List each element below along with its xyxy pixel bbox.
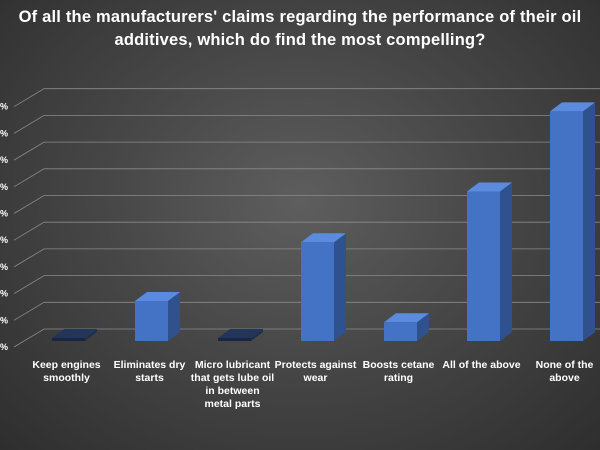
bar (135, 291, 180, 341)
x-axis-label: All of the above (442, 359, 521, 371)
y-tick-label: % (0, 128, 8, 138)
gridline (13, 115, 600, 134)
gridline (13, 168, 600, 188)
gridline (13, 275, 600, 294)
bar (218, 329, 263, 341)
y-tick-label: % (0, 102, 8, 112)
gridline (13, 221, 600, 241)
y-tick-label: % (0, 182, 8, 192)
gridline (13, 248, 600, 268)
x-axis-label: Protects against wear (274, 359, 357, 384)
bars (52, 102, 595, 341)
y-axis-ticks: %%%%%%%%%% (0, 102, 8, 352)
x-axis-label: Eliminates dry starts (113, 359, 186, 384)
gridline (13, 301, 600, 321)
y-tick-label: % (0, 342, 8, 352)
bar (467, 182, 512, 341)
y-tick-label: % (0, 315, 8, 325)
y-tick-label: % (0, 209, 8, 219)
bar (52, 329, 97, 341)
gridline (13, 195, 600, 214)
x-axis-label: Keep engines smoothly (32, 359, 101, 384)
x-axis-label: None of the above (535, 359, 594, 384)
x-axis-label: Boosts cetane rating (362, 359, 435, 384)
y-tick-label: % (0, 262, 8, 272)
gridlines (13, 88, 600, 348)
chart-title: Of all the manufacturers' claims regardi… (18, 8, 582, 49)
y-tick-label: % (0, 235, 8, 245)
bar (384, 313, 429, 341)
gridline (13, 141, 600, 161)
y-tick-label: % (0, 289, 8, 299)
bar (301, 233, 346, 341)
x-axis-label: Micro lubricant that gets lube oil in be… (190, 359, 275, 410)
bar (550, 102, 595, 341)
gridline (13, 88, 600, 108)
y-tick-label: % (0, 155, 8, 165)
